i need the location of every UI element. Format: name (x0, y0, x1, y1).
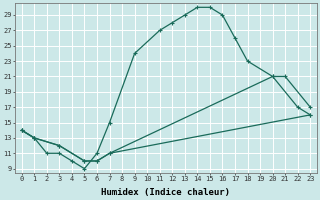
X-axis label: Humidex (Indice chaleur): Humidex (Indice chaleur) (101, 188, 230, 197)
